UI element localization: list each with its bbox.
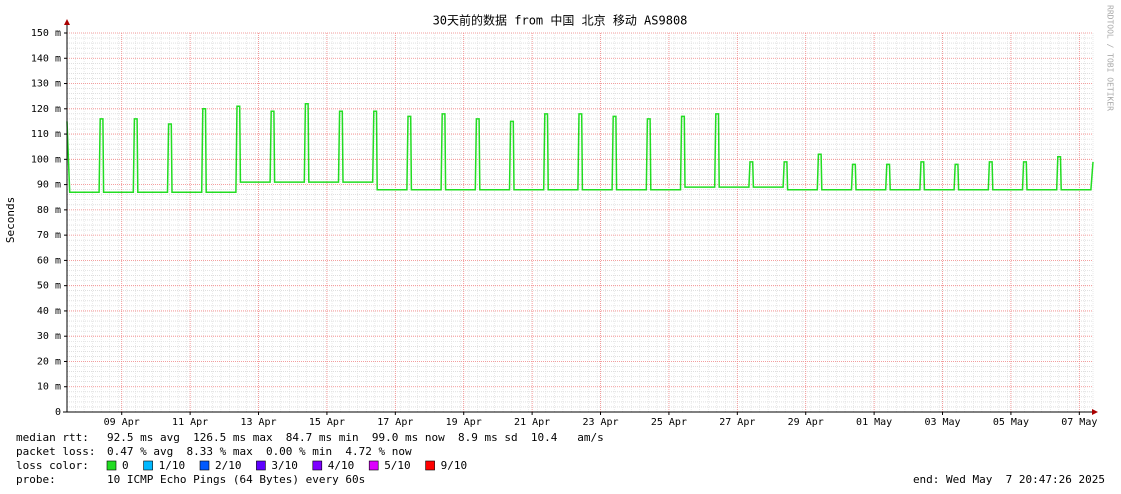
legend-swatch [106,460,117,471]
stat-label: probe: [16,473,56,486]
x-tick-label: 13 Apr [240,417,276,428]
x-arrow [1092,409,1098,415]
legend-swatch [199,460,210,471]
x-tick-label: 03 May [924,417,960,428]
y-tick-label: 80 m [37,205,61,216]
legend-label: 1/10 [159,459,186,472]
axes: 0 10 m 20 m 30 m 40 m 50 m 60 m 70 m 80 m 90 m 100… [31,19,1098,428]
y-tick-label: 50 m [37,281,61,292]
median-line [66,102,1094,193]
legend-swatch [425,460,435,471]
x-tick-label: 27 Apr [719,417,755,428]
watermark: RRDTOOL / TOBI OETIKER [1106,5,1115,111]
x-tick-label: 23 Apr [582,417,618,428]
y-tick-label: 140 m [31,53,61,64]
x-tick-label: 15 Apr [309,417,345,428]
x-tick-label: 19 Apr [446,417,482,428]
stat-text: 10 ICMP Echo Pings (64 Bytes) every 60s [107,473,365,486]
stat-label: loss color: [16,459,89,472]
y-tick-label: 70 m [37,230,61,241]
legend-label: 0 [122,459,129,472]
y-axis-label: Seconds [4,197,17,243]
end-time: end: Wed May 7 20:47:26 2025 [913,473,1105,486]
legend-swatch [256,460,266,471]
legend-swatch [143,460,153,471]
y-tick-label: 20 m [37,356,61,367]
y-tick-label: 90 m [37,180,61,191]
legend-swatch [312,460,323,471]
stat-label: packet loss: [16,445,95,458]
x-tick-label: 05 May [993,417,1029,428]
y-tick-label: 120 m [31,104,61,115]
x-tick-label: 01 May [856,417,892,428]
x-tick-label: 07 May [1061,417,1097,428]
legend-label: 5/10 [384,459,411,472]
legend-label: 3/10 [271,459,298,472]
grid [66,32,1094,413]
y-tick-label: 60 m [37,255,61,266]
x-tick-label: 09 Apr [104,417,140,428]
x-tick-label: 21 Apr [514,417,550,428]
legend-label: 4/10 [328,459,355,472]
stat-text: 0.47 % avg 8.33 % max 0.00 % min 4.72 % … [107,445,412,458]
y-tick-label: 0 [55,407,61,418]
legend-swatch [368,460,379,471]
legend-label: 2/10 [215,459,242,472]
x-tick-label: 11 Apr [172,417,208,428]
chart-title: 30天前的数据 from 中国 北京 移动 AS9808 [433,13,688,28]
y-arrow [64,19,70,25]
x-tick-label: 17 Apr [377,417,413,428]
legend-label: 9/10 [441,459,468,472]
y-tick-label: 110 m [31,129,61,140]
stat-label: median rtt: [16,431,89,444]
legend: 0 1/10 2/10 3/10 4/10 5/10 9/10 [106,459,468,472]
y-tick-label: 100 m [31,154,61,165]
y-tick-label: 10 m [37,382,61,393]
x-tick-label: 29 Apr [788,417,824,428]
y-tick-label: 130 m [31,79,61,90]
y-tick-label: 40 m [37,306,61,317]
stat-text: 92.5 ms avg 126.5 ms max 84.7 ms min 99.… [107,431,604,444]
x-tick-label: 25 Apr [651,417,687,428]
plot [66,102,1094,193]
y-tick-label: 150 m [31,28,61,39]
y-tick-label: 30 m [37,331,61,342]
